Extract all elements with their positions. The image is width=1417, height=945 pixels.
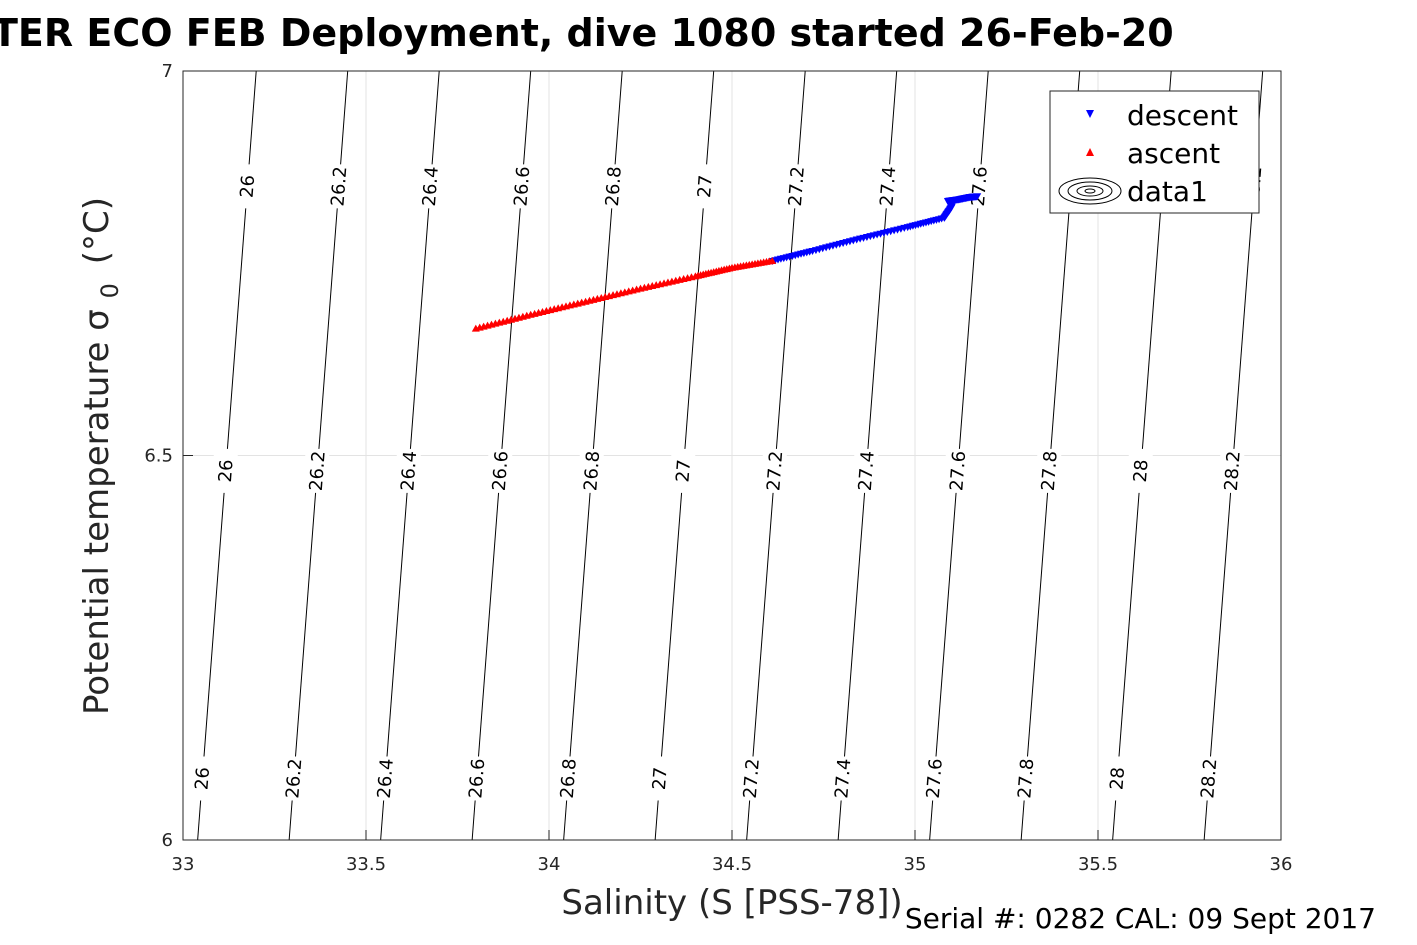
isopycnal-label: 26.2 [282,758,306,800]
isopycnal-label: 27.8 [1014,758,1038,800]
isopycnal-label-bg [739,756,764,801]
ascent-marker [768,256,777,264]
isopycnal-label: 28.2 [1221,450,1245,492]
data-series [471,193,982,332]
isopycnal-label: 26.8 [580,450,604,492]
x-axis-label: Salinity (S [PSS-78]) [561,883,902,923]
isopycnal-label-bg [1196,756,1221,801]
isopycnal-label-bg [1220,448,1245,493]
x-tick-label: 36 [1270,854,1293,875]
y-tick-label: 6.5 [144,446,173,467]
isopycnal-label: 27.4 [876,166,900,208]
grid-lines [183,71,1281,840]
isopycnal-label: 26.6 [465,758,489,800]
y-axis-label-subscript: 0 [96,283,124,298]
isopycnal-label: 27.4 [855,450,879,492]
legend-box [1049,90,1260,214]
x-tick-label: 35.5 [1078,854,1118,875]
isopycnal-label-bg [281,756,306,801]
y-axis-label-unit: (°C) [77,197,117,264]
isopycnal-label: 27 [694,174,717,198]
isopycnal-label-bg [464,756,489,801]
legend-ascent-marker [1086,148,1094,156]
x-tick-label: 35 [904,854,927,875]
legend-data1-label: data1 [1127,175,1208,208]
isopycnal-label-bg [509,164,534,209]
isopycnal-label-bg [305,448,330,493]
isopycnal-label-bg [922,756,947,801]
isopycnal-label-bg [1128,448,1153,493]
isopycnal-label-bg [854,448,879,493]
isopycnal-label-bg [601,164,626,209]
isopycnal-label-bg [967,164,992,209]
isopycnal-label-bg [1013,756,1038,801]
axis-ticks: 33 33.5 34 34.5 35 35.5 36 6 6.5 7 [144,61,1292,875]
isopycnal-label: 26.2 [327,166,351,208]
isopycnal-label-bg [190,756,215,801]
serial-cal-footer: Serial #: 0282 CAL: 09 Sept 2017 [905,902,1376,935]
y-tick-label: 6 [162,830,173,851]
legend-data1-marker [1058,177,1122,205]
isopycnal-label: 27 [672,459,695,483]
isopycnal-label-bg [373,756,398,801]
isopycnal-label: 27.2 [740,758,764,800]
isopycnal-label-bg [396,448,421,493]
isopycnal-label: 27.4 [831,758,855,800]
isopycnal-label: 26 [191,766,214,790]
isopycnal-label-bg [488,448,513,493]
isopycnal-label: 26.8 [602,166,626,208]
y-tick-label: 7 [162,61,173,82]
isopycnal-label: 26.4 [419,166,443,208]
isopycnal-label: 26.2 [306,450,330,492]
legend-descent-marker [1086,110,1094,118]
legend-ascent-label: ascent [1127,137,1220,170]
descent-marker [973,193,982,201]
isopycnal-label-bg [326,164,351,209]
legend-descent-label: descent [1127,99,1238,132]
isopycnal-label-bg [1105,756,1130,801]
isopycnal-label-bg [647,756,672,801]
isopycnal-label-bg [235,164,260,209]
isopycnal-label: 27 [649,766,672,790]
isopycnal-label-bg [762,448,787,493]
isopycnal-label-bg [418,164,443,209]
isopycnal-label: 26.4 [397,450,421,492]
x-tick-label: 33 [172,854,195,875]
isopycnal-label: 27.6 [923,758,947,800]
isopycnal-label: 27.2 [763,450,787,492]
isopycnal-label: 28 [1106,766,1129,790]
isopycnal-label-bg [579,448,604,493]
y-axis-label: Potential temperature σ 0 (°C) [77,197,127,715]
isopycnal-label: 28 [1130,459,1153,483]
x-tick-label: 34 [538,854,561,875]
isopycnal-label: 26.6 [489,450,513,492]
isopycnal-label: 26 [215,459,238,483]
x-tick-label: 33.5 [346,854,386,875]
y-axis-label-main: Potential temperature σ [77,309,117,715]
isopycnal-label: 26.4 [374,758,398,800]
isopycnal-label: 27.6 [946,450,970,492]
isopycnal-label-bg [784,164,809,209]
isopycnal-label: 27.6 [968,166,992,208]
density-contours: 26 26 26 26.2 26.2 26.2 26.4 26.4 26.4 26.6 26.6 26… [190,70,1266,841]
isopycnal-label: 28.2 [1197,758,1221,800]
isopycnal-label: 26 [237,174,260,198]
isopycnal-label: 26.6 [510,166,534,208]
isopycnal-label-bg [671,448,696,493]
isopycnal-label-bg [556,756,581,801]
chart-title: TER ECO FEB Deployment, dive 1080 starte… [0,11,1174,55]
isopycnal-label-bg [213,448,238,493]
isopycnal-label-bg [945,448,970,493]
isopycnal-label-bg [830,756,855,801]
isopycnal-label-bg [692,164,717,209]
isopycnal-label: 27.8 [1038,450,1062,492]
x-tick-label: 34.5 [712,854,752,875]
isopycnal-label-bg [875,164,900,209]
isopycnal-label-bg [1037,448,1062,493]
isopycnal-label: 26.8 [557,758,581,800]
legend: descent ascent data1 [1049,90,1260,214]
isopycnal-label: 27.2 [785,166,809,208]
